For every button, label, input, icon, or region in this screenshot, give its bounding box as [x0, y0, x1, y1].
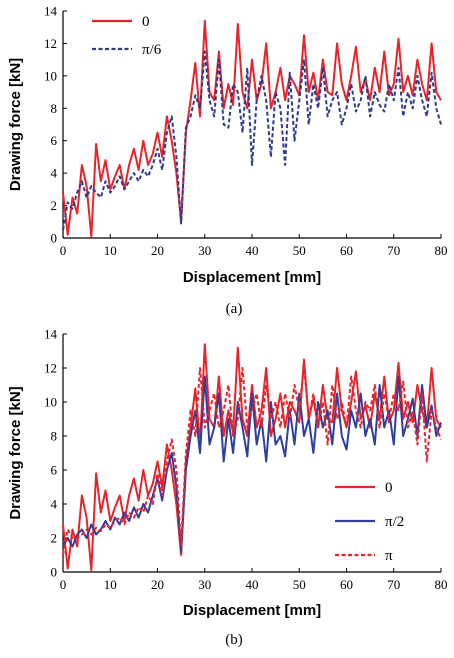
x-axis-title: Displacement [mm]	[183, 602, 321, 619]
legend-label: π/2	[385, 514, 404, 530]
y-tick-label: 6	[51, 463, 58, 478]
legend-label: 0	[142, 14, 150, 30]
x-tick-label: 70	[387, 243, 400, 258]
legend-label: 0	[385, 480, 393, 496]
y-tick-label: 0	[51, 231, 58, 246]
y-tick-label: 6	[51, 133, 58, 148]
x-tick-label: 40	[246, 243, 259, 258]
y-tick-label: 4	[51, 166, 58, 181]
series-line-1	[62, 50, 442, 231]
y-tick-label: 12	[44, 361, 57, 376]
x-tick-label: 80	[435, 243, 448, 258]
x-tick-label: 80	[435, 577, 448, 592]
x-axis-title: Displacement [mm]	[183, 269, 321, 286]
x-tick-label: 60	[340, 243, 353, 258]
panel-caption: (a)	[226, 301, 243, 317]
x-tick-label: 50	[293, 577, 306, 592]
x-tick-label: 30	[198, 243, 211, 258]
y-tick-label: 0	[51, 565, 58, 580]
series-line-0	[62, 343, 442, 572]
x-tick-label: 20	[151, 243, 164, 258]
y-axis-title: Drawing force [kN]	[7, 58, 24, 191]
x-tick-label: 30	[198, 577, 211, 592]
legend: 0 π/2 π	[335, 480, 404, 564]
y-tick-label: 8	[51, 101, 58, 116]
y-tick-label: 8	[51, 429, 58, 444]
legend-label: π/6	[142, 42, 162, 58]
x-tick-label: 10	[104, 243, 117, 258]
y-tick-label: 2	[51, 198, 58, 213]
legend: 0 π/6	[92, 14, 162, 58]
x-tick-label: 0	[60, 577, 67, 592]
panel-caption: (b)	[225, 632, 243, 648]
y-tick-label: 10	[44, 395, 57, 410]
x-tick-label: 0	[60, 243, 67, 258]
y-tick-label: 14	[44, 327, 58, 342]
series-line-0	[62, 19, 442, 238]
legend-label: π	[385, 548, 393, 564]
y-tick-label: 12	[44, 36, 57, 51]
chart-panel-a: 0 2 4 6 8 10 12 14 0 10 20 30 40 50 60 70 80 Displacement…	[7, 4, 448, 318]
chart-panel-b: 0 2 4 6 8 10 12 14 0 10 20 30 40 50 60 70 80 Displacement…	[7, 327, 448, 649]
x-tick-label: 50	[293, 243, 306, 258]
x-tick-label: 40	[246, 577, 259, 592]
y-axis-title: Drawing force [kN]	[7, 386, 24, 519]
x-tick-label: 10	[104, 577, 117, 592]
y-tick-label: 10	[44, 68, 57, 83]
x-tick-label: 60	[340, 577, 353, 592]
series-line-2	[62, 363, 442, 556]
y-tick-label: 14	[44, 4, 58, 19]
y-tick-label: 2	[51, 531, 58, 546]
y-tick-label: 4	[51, 497, 58, 512]
x-tick-label: 70	[387, 577, 400, 592]
x-tick-label: 20	[151, 577, 164, 592]
